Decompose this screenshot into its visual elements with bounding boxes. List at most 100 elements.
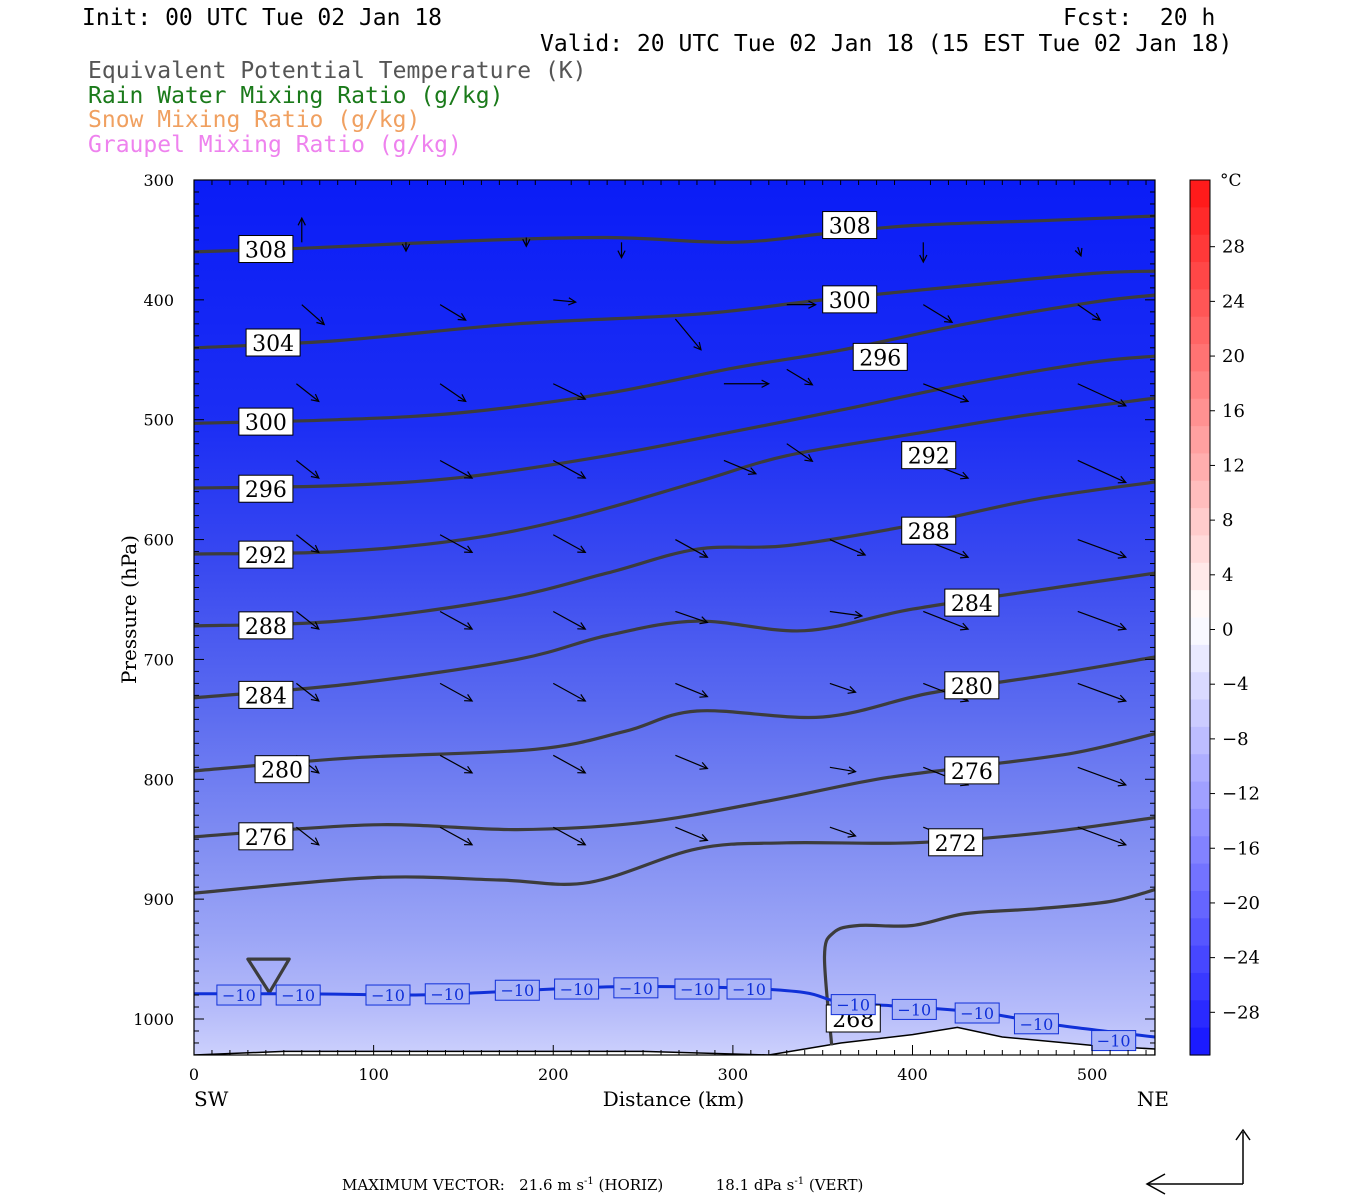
wind-vector-shaft <box>922 304 953 323</box>
colorbar-tick-label: −16 <box>1222 838 1260 859</box>
colorbar-segment <box>1190 972 1210 1001</box>
y-tick-label: 700 <box>143 650 174 669</box>
wind-vector-head <box>310 470 320 479</box>
wind-vector-head <box>1117 622 1128 631</box>
contour-label: 296 <box>245 478 287 503</box>
wind-vector-head <box>1117 475 1128 484</box>
wind-vector-head <box>944 315 954 324</box>
wind-vector-head <box>699 616 709 625</box>
wind-vector <box>786 368 814 386</box>
colorbar-segment <box>1190 672 1210 701</box>
wind-vector <box>296 383 320 403</box>
wind-vector-head <box>457 394 467 403</box>
wind-vector-head <box>693 341 702 351</box>
colorbar-segment <box>1190 863 1210 892</box>
endpoint-right-label: NE <box>1137 1087 1169 1111</box>
wind-vector-shaft <box>786 443 813 462</box>
wind-vector-head <box>847 685 857 694</box>
legend-rain: Rain Water Mixing Ratio (g/kg) <box>88 83 504 109</box>
wind-vector-head <box>854 610 864 620</box>
contour-label: 288 <box>245 615 287 640</box>
isotherm-labels: −10 −10 −10 −10 −10 −10 −10 −10 −10−10 −10 −10−10−… <box>216 977 1137 1052</box>
colorbar-segment <box>1190 1027 1210 1056</box>
isotherm-label-box <box>554 978 600 1000</box>
max-vector-footer: MAXIMUM VECTOR: 21.6 m s-1 (HORIZ) 18.1 … <box>342 1176 863 1194</box>
theta-e-contour-296-3 <box>194 354 1155 490</box>
wind-vector-head <box>1074 247 1083 258</box>
theta-e-contour-300-2 <box>194 293 1155 425</box>
wind-vector <box>919 242 928 264</box>
isotherm-label: −10 <box>1020 1015 1054 1034</box>
wind-vector-shaft <box>439 682 473 702</box>
colorbar-unit: °C <box>1220 171 1242 191</box>
wind-vector <box>296 611 320 630</box>
wind-vector-shaft <box>675 610 708 624</box>
contour-label-box <box>238 611 294 640</box>
wind-vector <box>829 682 857 694</box>
endpoint-left-label: SW <box>194 1087 229 1111</box>
wind-vector-shaft <box>1077 682 1126 702</box>
wind-vector-shaft <box>1077 766 1126 786</box>
theta-e-contour-276-8 <box>194 732 1155 839</box>
wind-vector <box>1077 610 1128 631</box>
contour-label-box <box>901 441 957 470</box>
x-tick-label: 0 <box>189 1065 199 1084</box>
contour-label-box <box>928 828 984 857</box>
colorbar-tick-label: −20 <box>1222 893 1260 914</box>
wind-vector-shaft <box>1077 246 1082 257</box>
wind-vector <box>922 304 954 324</box>
wind-vector-shaft <box>296 383 320 402</box>
wind-vector <box>552 826 587 846</box>
theta-e-contour-272-9 <box>194 816 1155 895</box>
wind-vector-shaft <box>723 459 757 475</box>
y-tick-label: 1000 <box>133 1010 174 1029</box>
horiz-unit: (HORIZ) <box>598 1176 664 1194</box>
max-vector-label: MAXIMUM VECTOR: <box>342 1176 505 1194</box>
colorbar-frame <box>1189 179 1211 1056</box>
wind-vector <box>439 534 474 554</box>
y-tick-label: 900 <box>143 890 174 909</box>
isotherm-label-box <box>954 1002 1000 1024</box>
contour-label-box <box>245 328 301 357</box>
colorbar-segment <box>1190 344 1210 372</box>
wind-vector <box>674 318 702 351</box>
wind-vector <box>552 383 587 400</box>
isotherm-label: −10 <box>222 986 256 1005</box>
x-tick-label: 400 <box>897 1065 928 1084</box>
wind-vector <box>301 304 326 326</box>
wind-vector-head <box>960 622 970 631</box>
wind-vector-head <box>919 254 928 264</box>
wind-vector-head <box>1117 399 1128 407</box>
legend-snow: Snow Mixing Ratio (g/kg) <box>88 107 421 133</box>
wind-vector-head <box>699 834 709 842</box>
wind-vector-head <box>457 312 467 321</box>
isotherm-label-box <box>275 984 321 1006</box>
wind-vector-shaft <box>439 826 473 846</box>
contour-label-box <box>238 407 294 436</box>
colorbar-segment <box>1190 480 1210 509</box>
x-axis-label: Distance (km) <box>603 1087 745 1111</box>
isotherm-label: −10 <box>560 980 594 999</box>
wind-vector-shaft <box>1077 304 1101 321</box>
wind-vector-head <box>577 471 587 479</box>
wind-vector <box>552 682 587 702</box>
wind-vector-head <box>1117 778 1128 787</box>
wind-vector-shaft <box>552 754 586 774</box>
colorbar-tick-label: −12 <box>1222 784 1260 805</box>
colorbar-segment <box>1190 180 1210 208</box>
wind-vector-head <box>577 837 587 846</box>
x-tick-label: 200 <box>538 1065 569 1084</box>
theta-e-contour-268-11 <box>822 888 1155 1046</box>
wind-vector-shaft <box>1077 610 1126 630</box>
wind-vector <box>675 610 709 625</box>
colorbar-tick-label: −4 <box>1222 674 1249 695</box>
isotherm-label: −10 <box>619 979 653 998</box>
contour-label-box <box>822 211 878 240</box>
wind-vector-shaft <box>675 826 708 841</box>
isotherm-label: −10 <box>1097 1032 1131 1051</box>
isotherm-label: −10 <box>500 981 534 1000</box>
wind-vector-head <box>310 693 320 702</box>
wind-vector-head <box>464 837 474 846</box>
wind-vector-head <box>577 765 587 774</box>
wind-vector-head <box>401 243 411 253</box>
